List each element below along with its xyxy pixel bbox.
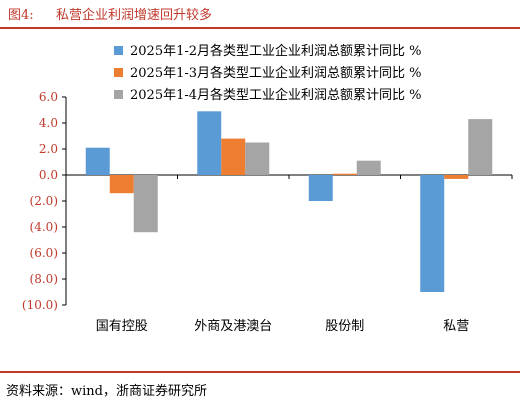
bar (109, 175, 134, 194)
legend-label: 2025年1-3月各类型工业企业利润总额累计同比 % (130, 65, 422, 81)
bar (308, 175, 333, 201)
y-tick-label: (8.0) (30, 272, 58, 286)
bar-chart: 6.0 4.0 2.0 0.0 (2.0) (4.0) (6.0) (8.0) (10.0) 国有… (22, 43, 513, 334)
y-tick-label: (4.0) (30, 220, 58, 234)
header-rule (0, 27, 520, 29)
legend-label: 2025年1-2月各类型工业企业利润总额累计同比 % (130, 43, 422, 59)
footer-rule (0, 371, 520, 373)
y-tick-label: 6.0 (39, 90, 58, 104)
y-tick-label: 4.0 (39, 116, 58, 130)
legend-label: 2025年1-4月各类型工业企业利润总额累计同比 % (130, 87, 422, 103)
figure-header: 图4: 私营企业利润增速回升较多 (0, 0, 520, 26)
bar (245, 142, 270, 175)
bar (85, 147, 110, 175)
category-label: 外商及港澳台 (194, 318, 272, 334)
bar (221, 138, 246, 175)
bar (133, 175, 158, 233)
figure-title: 私营企业利润增速回升较多 (56, 8, 213, 23)
y-tick-label: (10.0) (22, 298, 58, 312)
source-note: 资料来源：wind，浙商证券研究所 (6, 384, 207, 399)
bar (197, 111, 222, 175)
y-tick-label: (6.0) (30, 246, 58, 260)
bar (444, 175, 469, 179)
bar (420, 175, 445, 292)
legend-swatch (114, 90, 123, 99)
figure-label: 图4: (8, 8, 34, 23)
y-tick-label: 0.0 (39, 168, 58, 182)
category-label: 国有控股 (96, 319, 148, 334)
legend-swatch (114, 46, 123, 55)
bar (356, 160, 381, 175)
y-tick-label: (2.0) (30, 194, 58, 208)
bar (468, 119, 493, 175)
y-tick-label: 2.0 (39, 142, 58, 156)
category-label: 私营 (443, 319, 469, 334)
legend-swatch (114, 68, 123, 77)
bar (332, 173, 357, 175)
category-label: 股份制 (325, 319, 364, 334)
